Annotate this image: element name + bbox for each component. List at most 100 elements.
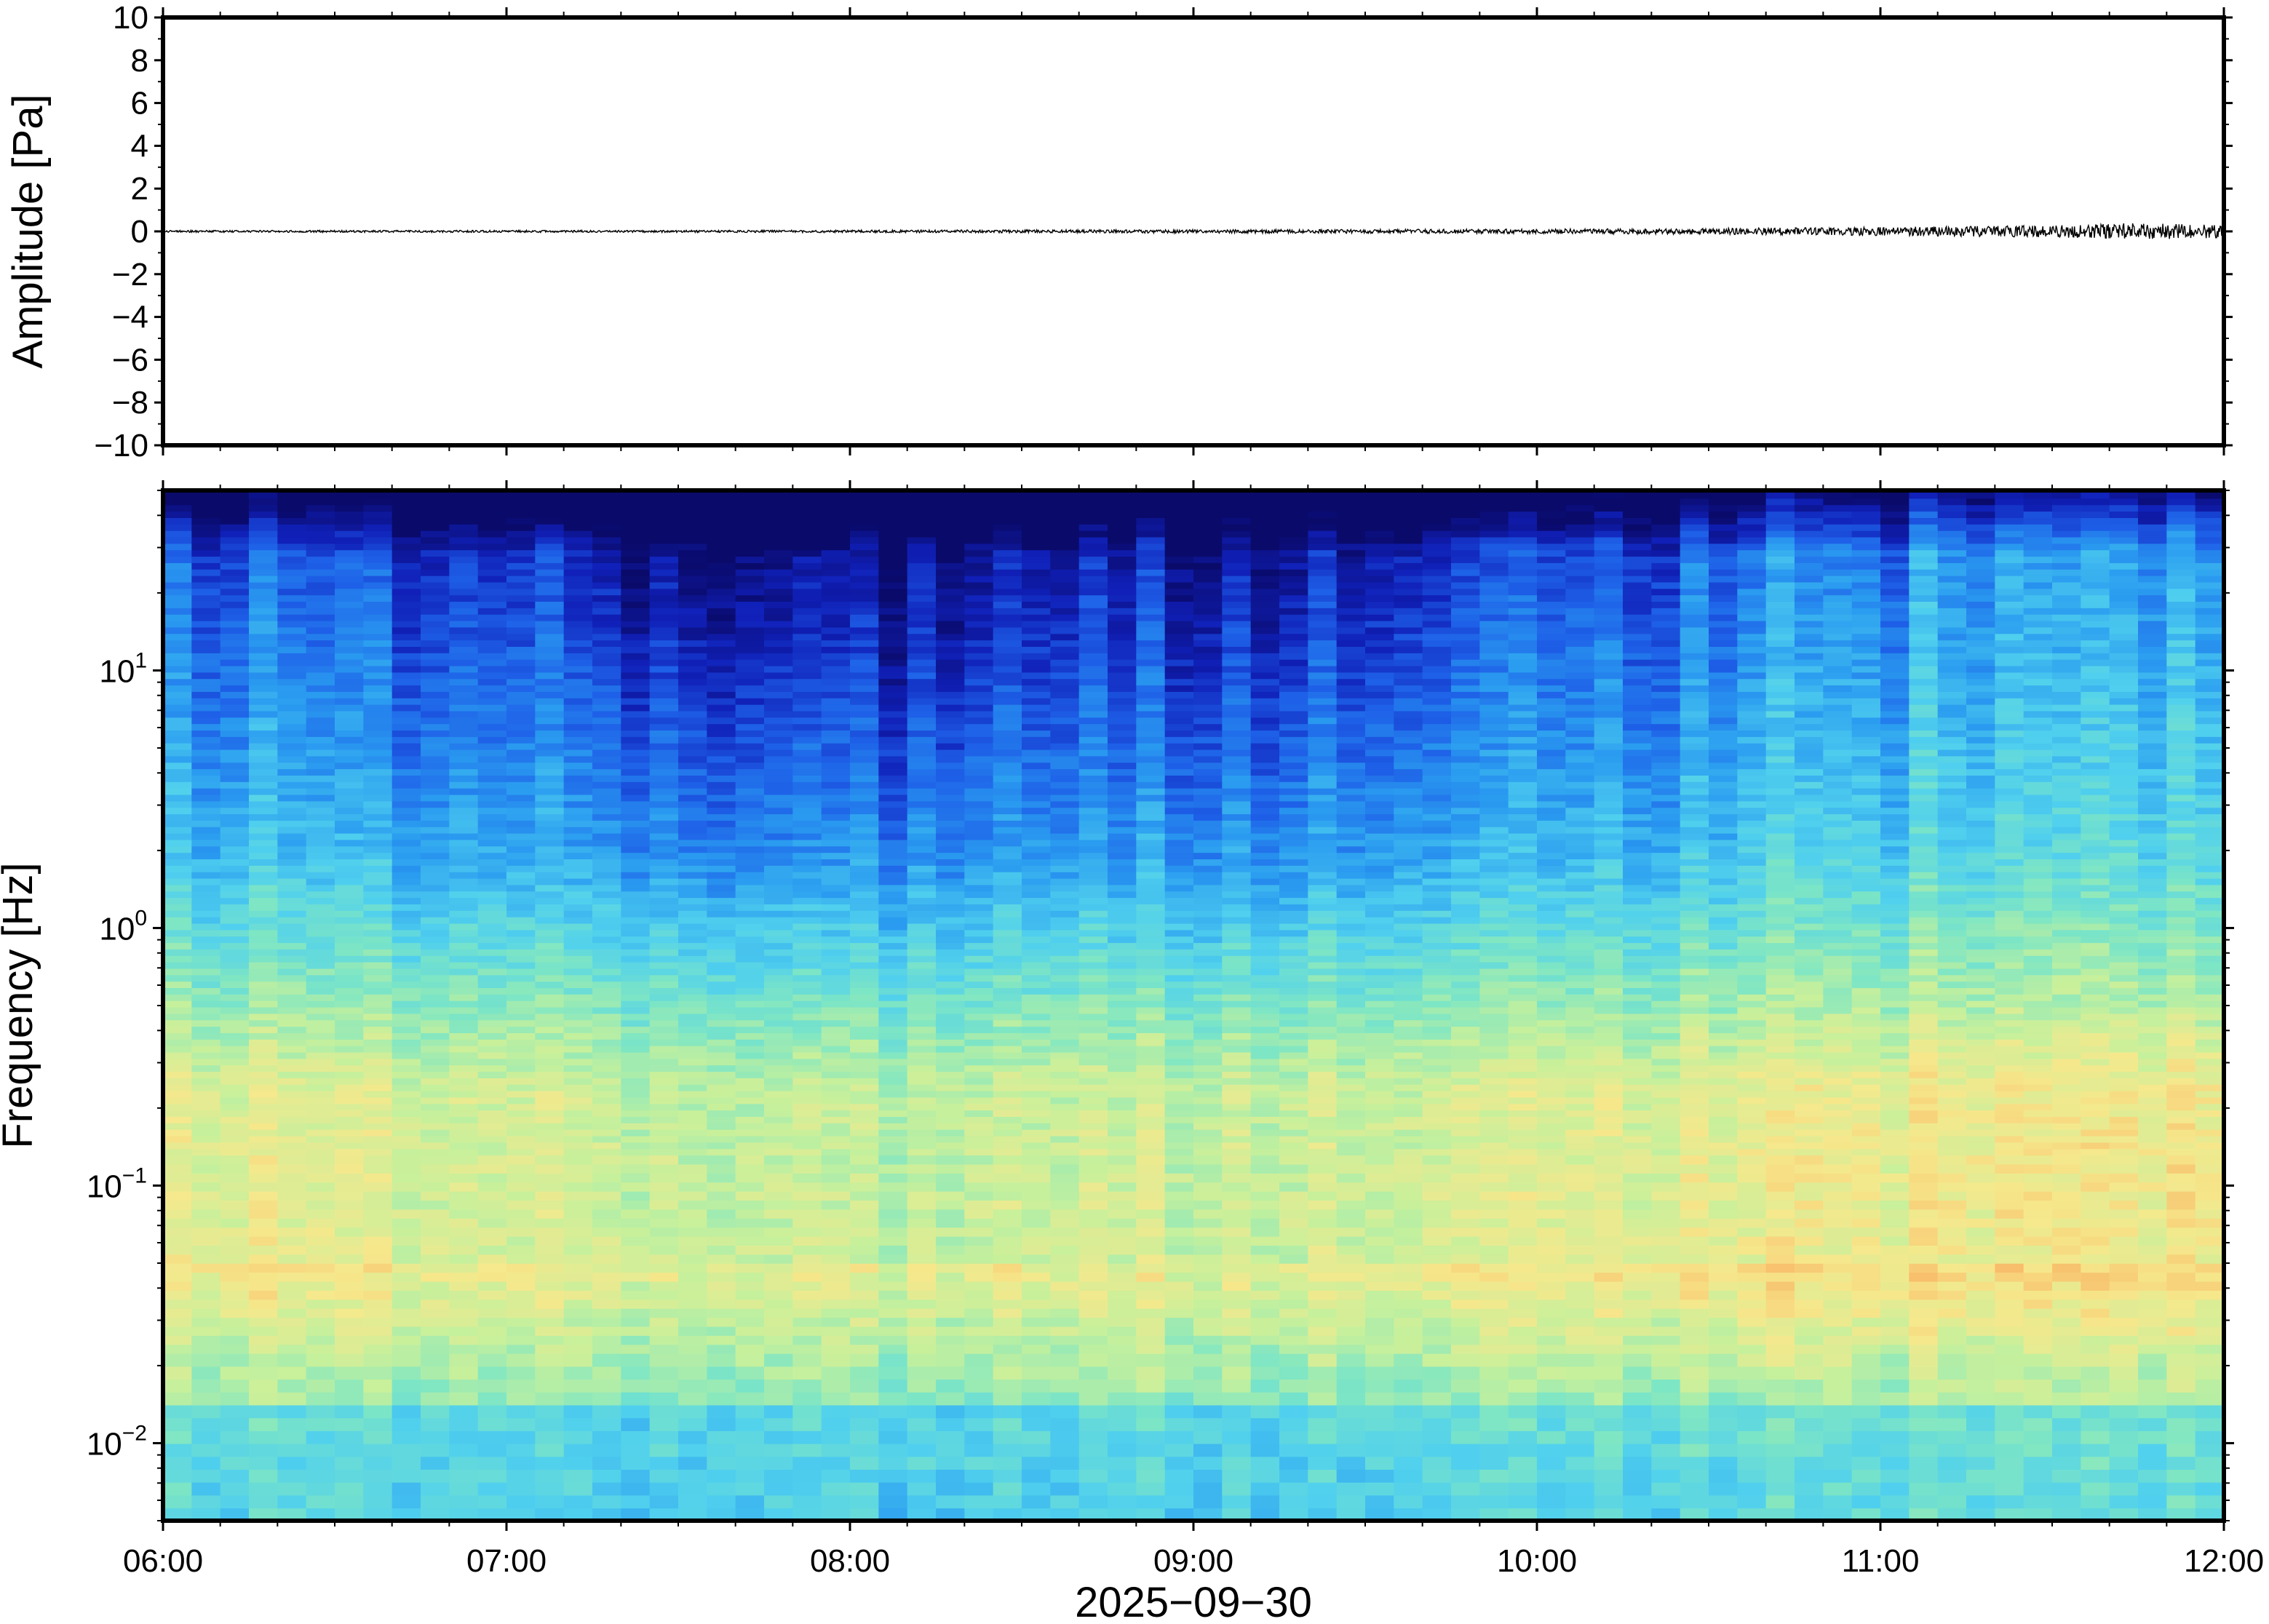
spectrogram-cell: [363, 949, 393, 956]
spectrogram-cell: [1022, 1148, 1052, 1156]
spectrogram-cell: [277, 749, 307, 757]
spectrogram-cell: [1136, 581, 1166, 589]
spectrogram-cell: [363, 717, 393, 725]
spectrogram-cell: [707, 1335, 736, 1345]
spectrogram-cell: [335, 974, 365, 982]
spectrogram-cell: [1050, 968, 1080, 976]
spectrogram-cell: [936, 762, 966, 770]
spectrogram-cell: [506, 961, 536, 969]
spectrogram-cell: [363, 1417, 393, 1431]
spectrogram-cell: [249, 646, 279, 653]
spectrogram-cell: [735, 775, 765, 782]
spectrogram-cell: [477, 1163, 507, 1174]
spectrogram-cell: [306, 704, 335, 712]
spectrogram-cell: [1108, 1481, 1137, 1496]
spectrogram-cell: [792, 923, 822, 931]
spectrogram-cell: [792, 1090, 822, 1098]
spectrogram-cell: [707, 781, 736, 789]
spectrogram-cell: [477, 826, 507, 834]
spectrogram-cell: [277, 704, 307, 712]
spectrogram-cell: [163, 1026, 193, 1033]
spectrogram-cell: [792, 697, 822, 705]
spectrogram-cell: [392, 678, 421, 686]
spectrogram-cell: [764, 608, 794, 615]
spectrogram-cell: [191, 1508, 221, 1521]
spectrogram-cell: [277, 678, 307, 686]
spectrogram-cell: [363, 1123, 393, 1130]
spectrogram-cell: [249, 730, 279, 737]
spectrogram-cell: [249, 1116, 279, 1123]
spectrogram-cell: [964, 1456, 994, 1470]
spectrogram-cell: [191, 1083, 221, 1091]
spectrogram-cell: [621, 633, 651, 641]
spectrogram-cell: [191, 1090, 221, 1098]
spectrogram-cell: [707, 923, 736, 931]
spectrogram-cell: [993, 1078, 1022, 1085]
spectrogram-cell: [764, 1335, 794, 1345]
spectrogram-cell: [1022, 1123, 1052, 1130]
spectrogram-cell: [821, 794, 851, 802]
spectrogram-cell: [220, 498, 250, 506]
spectrogram-cell: [592, 877, 622, 885]
amplitude-tick-label: −8: [112, 385, 148, 421]
spectrogram-cell: [936, 640, 966, 647]
spectrogram-cell: [477, 530, 507, 538]
spectrogram-cell: [449, 1481, 479, 1496]
spectrogram-cell: [907, 987, 937, 995]
spectrogram-cell: [707, 1494, 736, 1509]
spectrogram-cell: [592, 1379, 622, 1393]
spectrogram-cell: [792, 549, 822, 557]
spectrogram-cell: [249, 543, 279, 551]
spectrogram-cell: [649, 556, 679, 563]
spectrogram-cell: [878, 832, 908, 840]
spectrogram-cell: [621, 536, 651, 544]
spectrogram-cell: [306, 1078, 335, 1085]
spectrogram-cell: [277, 658, 307, 666]
spectrogram-cell: [1050, 504, 1080, 512]
spectrogram-cell: [220, 581, 250, 589]
spectrogram-cell: [335, 742, 365, 750]
spectrogram-cell: [878, 877, 908, 885]
spectrogram-cell: [1078, 653, 1108, 660]
spectrogram-cell: [277, 1430, 307, 1444]
spectrogram-cell: [220, 1142, 250, 1150]
spectrogram-cell: [1078, 1155, 1108, 1165]
spectrogram-cell: [306, 877, 335, 885]
spectrogram-cell: [1022, 1039, 1052, 1046]
spectrogram-cell: [707, 904, 736, 911]
spectrogram-cell: [735, 511, 765, 518]
spectrogram-cell: [678, 1182, 708, 1192]
spectrogram-cell: [163, 994, 193, 1001]
spectrogram-cell: [306, 581, 335, 589]
spectrogram-cell: [220, 987, 250, 995]
spectrogram-cell: [792, 640, 822, 647]
spectrogram-cell: [1108, 517, 1137, 525]
spectrogram-cell: [306, 775, 335, 782]
spectrogram-cell: [506, 710, 536, 718]
spectrogram-cell: [306, 1051, 335, 1059]
spectrogram-cell: [421, 1254, 450, 1264]
spectrogram-cell: [535, 549, 565, 557]
spectrogram-cell: [850, 987, 880, 995]
spectrogram-cell: [306, 1135, 335, 1143]
spectrogram-cell: [163, 588, 193, 596]
spectrogram-cell: [392, 556, 421, 563]
spectrogram-cell: [191, 608, 221, 615]
spectrogram-cell: [1078, 994, 1108, 1001]
spectrogram-cell: [964, 923, 994, 931]
spectrogram-cell: [1078, 1353, 1108, 1367]
spectrogram-cell: [1050, 820, 1080, 827]
spectrogram-cell: [792, 1404, 822, 1419]
spectrogram-cell: [792, 1392, 822, 1406]
spectrogram-cell: [678, 730, 708, 737]
spectrogram-cell: [249, 717, 279, 725]
spectrogram-cell: [477, 620, 507, 628]
spectrogram-cell: [649, 1019, 679, 1027]
spectrogram-cell: [249, 504, 279, 512]
spectrogram-cell: [649, 1083, 679, 1091]
spectrogram-cell: [792, 1013, 822, 1021]
spectrogram-cell: [993, 1366, 1022, 1380]
spectrogram-cell: [678, 949, 708, 956]
spectrogram-cell: [506, 1307, 536, 1318]
spectrogram-cell: [621, 1116, 651, 1123]
